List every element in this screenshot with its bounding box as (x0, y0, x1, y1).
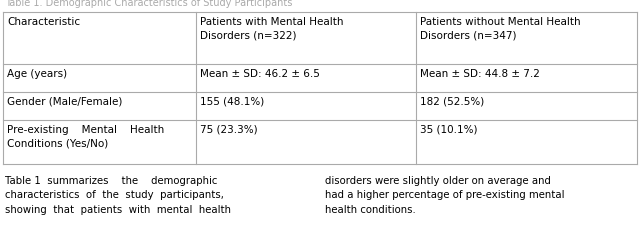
Text: 182 (52.5%): 182 (52.5%) (420, 97, 484, 107)
Text: 35 (10.1%): 35 (10.1%) (420, 125, 478, 135)
Text: 75 (23.3%): 75 (23.3%) (200, 125, 258, 135)
Text: Age (years): Age (years) (7, 69, 67, 79)
Text: Pre-existing    Mental    Health
Conditions (Yes/No): Pre-existing Mental Health Conditions (Y… (7, 125, 164, 149)
Text: Table 1  summarizes    the    demographic
characteristics  of  the  study  parti: Table 1 summarizes the demographic chara… (5, 176, 231, 215)
Text: Characteristic: Characteristic (7, 17, 80, 27)
Text: Gender (Male/Female): Gender (Male/Female) (7, 97, 122, 107)
Text: disorders were slightly older on average and
had a higher percentage of pre-exis: disorders were slightly older on average… (325, 176, 564, 215)
Text: Patients with Mental Health
Disorders (n=322): Patients with Mental Health Disorders (n… (200, 17, 344, 41)
Text: Mean ± SD: 46.2 ± 6.5: Mean ± SD: 46.2 ± 6.5 (200, 69, 320, 79)
Text: Mean ± SD: 44.8 ± 7.2: Mean ± SD: 44.8 ± 7.2 (420, 69, 540, 79)
Text: Table 1. Demographic Characteristics of Study Participants: Table 1. Demographic Characteristics of … (5, 0, 292, 8)
Text: Patients without Mental Health
Disorders (n=347): Patients without Mental Health Disorders… (420, 17, 581, 41)
Text: 155 (48.1%): 155 (48.1%) (200, 97, 264, 107)
